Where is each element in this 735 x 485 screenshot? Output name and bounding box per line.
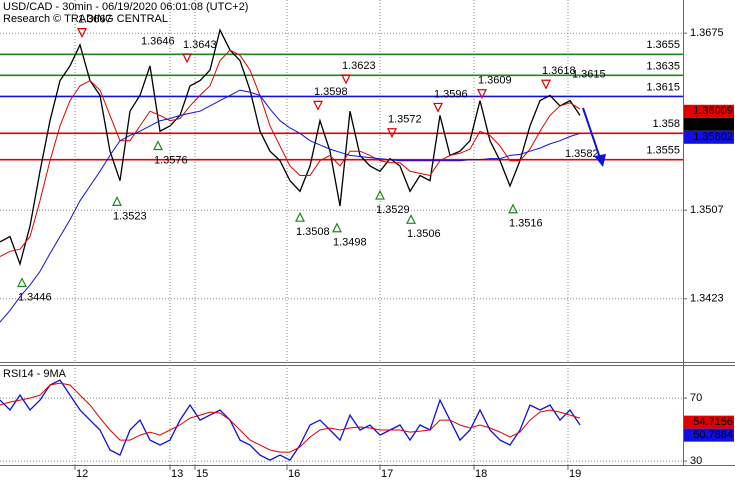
current-value-label: 1.35956 [693, 118, 733, 130]
series-line [0, 382, 581, 453]
swing-label: 1.3508 [296, 226, 330, 238]
swing-marker [112, 196, 122, 206]
swing-label: 1.3446 [18, 291, 52, 303]
swing-marker [387, 128, 397, 139]
current-value-box [684, 428, 734, 442]
swing-label: 1.3618 [542, 65, 576, 77]
x-tick-label: 18 [475, 468, 487, 480]
current-value-box [684, 415, 734, 429]
swing-label: 1.3623 [342, 60, 376, 72]
series-line [0, 28, 581, 267]
swing-marker [477, 89, 487, 100]
level-label: 1.3655 [646, 39, 680, 51]
swing-marker [375, 189, 385, 200]
projection-arrow [582, 107, 601, 159]
swing-label: 1.3615 [572, 68, 606, 80]
current-value-label: 50.7884 [693, 429, 733, 441]
swing-marker [433, 102, 443, 113]
current-value-box [684, 130, 734, 144]
x-tick-label: 12 [76, 468, 88, 480]
swing-label: 1.3667 [78, 14, 112, 26]
current-value-box [684, 117, 734, 131]
swing-label: 1.3582 [565, 148, 599, 160]
swing-marker [341, 74, 351, 85]
x-tick-label: 13 [171, 468, 183, 480]
swing-label: 1.3506 [407, 228, 441, 240]
swing-marker [541, 79, 551, 90]
swing-label: 1.3643 [183, 39, 217, 51]
series-line [0, 49, 581, 258]
swing-marker [17, 277, 27, 288]
swing-marker [153, 140, 163, 151]
swing-marker [332, 222, 342, 233]
swing-label: 1.3498 [333, 237, 367, 249]
current-value-label: 54.7156 [693, 416, 733, 428]
swing-label: 1.3529 [376, 204, 410, 216]
rsi-title: RSI14 - 9MA [3, 368, 67, 380]
y-tick-label: 1.3675 [690, 27, 724, 39]
swing-marker [182, 53, 192, 64]
swing-label: 1.3598 [314, 86, 348, 98]
swing-marker [313, 100, 323, 111]
swing-marker [406, 213, 416, 224]
chart-subtitle: Research © TRADING CENTRAL [3, 13, 168, 25]
current-value-label: 1.36009 [693, 105, 733, 117]
swing-label: 1.3516 [509, 218, 543, 230]
swing-label: 1.3609 [478, 75, 512, 87]
y-tick-label: 30 [690, 455, 702, 467]
y-tick-label: 1.3507 [690, 204, 724, 216]
series-line [0, 379, 581, 461]
chart-title: USD/CAD - 30min - 06/19/2020 06:01:08 (U… [3, 1, 248, 13]
swing-marker [77, 28, 87, 38]
x-tick-label: 19 [569, 468, 581, 480]
level-label: 1.358 [652, 118, 680, 130]
swing-label: 1.3523 [113, 210, 147, 222]
series-line [0, 89, 581, 323]
y-tick-label: 70 [690, 392, 702, 404]
swing-marker [508, 203, 518, 214]
y-tick-label: 1.3423 [690, 293, 724, 305]
swing-label: 1.3596 [434, 88, 468, 100]
projection-arrow-head [594, 154, 606, 167]
level-label: 1.3615 [646, 81, 680, 93]
swing-label: 1.3646 [141, 36, 175, 48]
swing-label: 1.3572 [388, 114, 422, 126]
level-label: 1.3555 [646, 145, 680, 157]
x-tick-label: 15 [196, 468, 208, 480]
swing-marker [295, 211, 305, 222]
current-value-label: 1.35802 [693, 131, 733, 143]
x-tick-label: 17 [381, 468, 393, 480]
level-label: 1.3635 [646, 60, 680, 72]
x-tick-label: 16 [288, 468, 300, 480]
current-value-box [684, 104, 734, 118]
swing-label: 1.3576 [154, 154, 188, 166]
